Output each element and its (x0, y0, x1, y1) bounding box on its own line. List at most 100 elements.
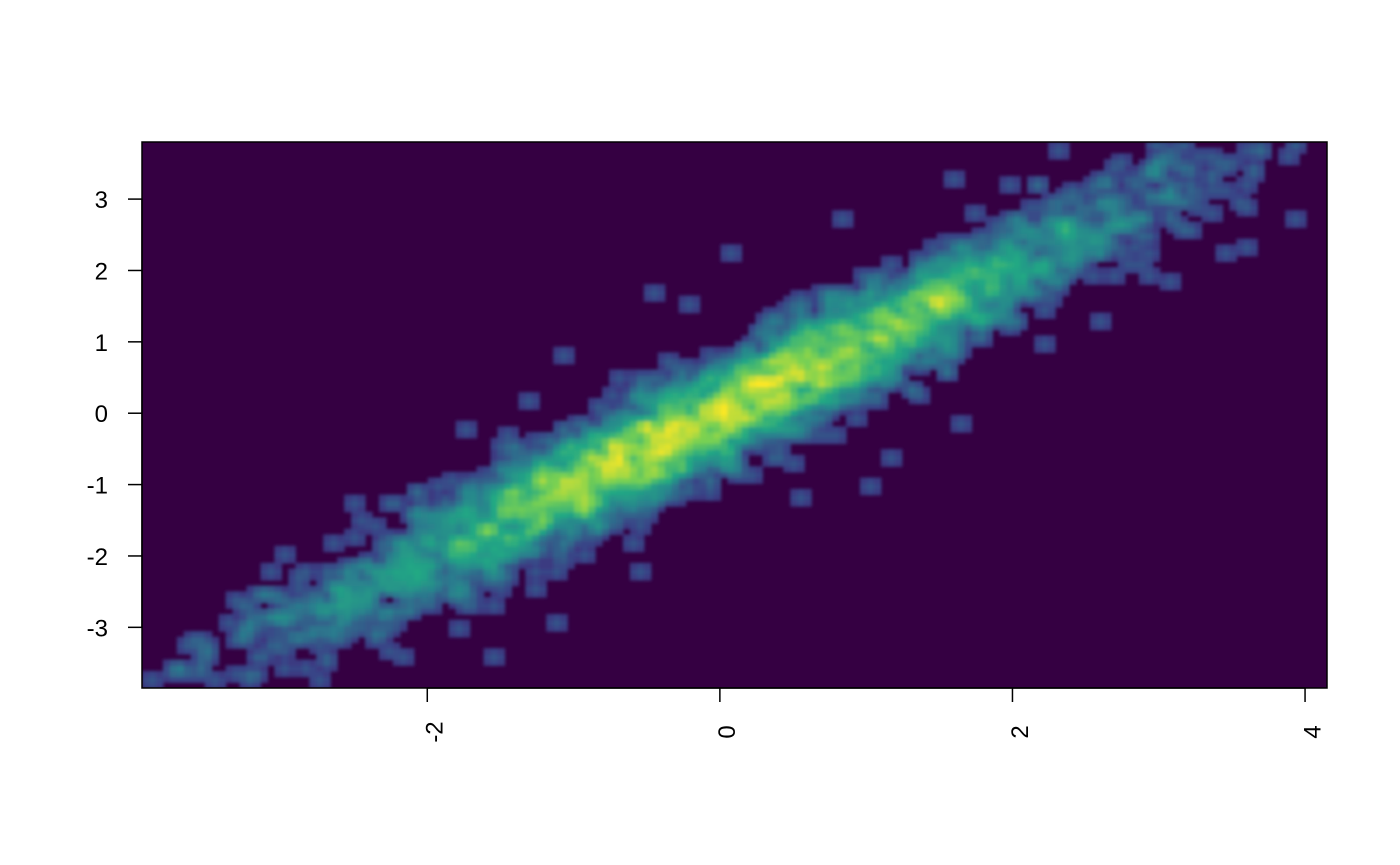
density-cell (720, 255, 729, 263)
density-cell (553, 443, 561, 450)
density-cell (211, 659, 220, 666)
density-cell (859, 352, 868, 359)
density-cell (1117, 278, 1126, 285)
density-cell (399, 608, 408, 615)
density-cell (1006, 272, 1014, 280)
density-cell (560, 523, 568, 530)
density-cell (1145, 250, 1154, 257)
density-cell (1152, 153, 1161, 160)
density-cell (769, 403, 777, 410)
density-cell (483, 551, 492, 558)
density-cell (595, 488, 603, 496)
density-cell (964, 272, 973, 280)
density-cell (1152, 267, 1161, 274)
density-cell (797, 432, 805, 439)
density-cell (1180, 215, 1189, 223)
density-cell (1124, 164, 1133, 172)
density-cell (943, 306, 952, 314)
density-cell (581, 460, 589, 467)
density-cell (643, 403, 652, 410)
density-cell (490, 585, 499, 592)
density-cell (504, 449, 513, 456)
density-cell (943, 255, 952, 263)
density-cell (1208, 204, 1217, 211)
density-cell (678, 454, 687, 462)
density-cell (455, 568, 464, 575)
density-cell (1110, 193, 1119, 200)
density-cell (1103, 193, 1112, 200)
density-cell (839, 409, 847, 416)
density-cell (553, 551, 561, 558)
density-cell (776, 346, 784, 354)
density-cell (957, 312, 966, 319)
density-cell (365, 551, 373, 558)
density-cell (344, 642, 352, 649)
density-cell (267, 562, 276, 570)
density-cell (664, 500, 673, 507)
density-cell (985, 215, 994, 223)
density-cell (1034, 250, 1042, 257)
density-cell (532, 511, 540, 518)
density-cell (1027, 250, 1035, 257)
density-cell (880, 272, 889, 280)
density-cell (859, 289, 868, 297)
density-cell (950, 369, 959, 376)
density-cell (539, 443, 547, 450)
density-cell (462, 540, 471, 547)
density-cell (497, 591, 506, 598)
density-cell (1229, 164, 1237, 172)
density-cell (462, 545, 471, 553)
density-cell (818, 335, 826, 342)
density-cell (274, 591, 283, 598)
density-cell (755, 449, 763, 456)
density-cell (1020, 295, 1028, 302)
density-cell (664, 380, 673, 388)
density-cell (190, 636, 199, 644)
density-cell (943, 329, 952, 336)
density-cell (971, 284, 980, 291)
density-cell (399, 574, 408, 581)
density-cell (692, 409, 701, 416)
density-cell (462, 420, 471, 427)
density-cell (783, 437, 791, 445)
density-cell (1069, 244, 1077, 251)
density-cell (574, 523, 582, 530)
density-cell (504, 483, 513, 490)
density-cell (706, 358, 715, 365)
density-cell (316, 591, 324, 598)
density-cell (1006, 221, 1014, 228)
density-cell (323, 653, 331, 661)
density-cell (832, 397, 840, 405)
density-cell (532, 523, 540, 530)
density-cell (176, 642, 185, 649)
density-cell (797, 415, 805, 422)
density-cell (455, 602, 464, 609)
density-cell (602, 409, 610, 416)
density-cell (1083, 204, 1091, 211)
density-cell (246, 670, 255, 678)
density-cell (399, 597, 408, 604)
density-cell (846, 215, 854, 223)
density-cell (602, 494, 610, 501)
density-cell (657, 454, 666, 462)
density-cell (1117, 255, 1126, 263)
density-cell (797, 403, 805, 410)
density-cell (288, 625, 296, 632)
density-cell (1236, 210, 1244, 217)
density-cell (706, 380, 715, 388)
density-cell (1096, 318, 1105, 325)
density-cell (699, 483, 708, 490)
density-cell (323, 545, 331, 553)
density-cell (657, 460, 666, 467)
density-cell (518, 454, 526, 462)
density-cell (713, 432, 722, 439)
density-cell (511, 488, 520, 496)
density-cell (811, 392, 819, 399)
density-cell (372, 568, 380, 575)
density-cell (1145, 159, 1154, 166)
density-cell (1194, 233, 1203, 240)
density-cell (1229, 187, 1237, 194)
density-cell (685, 437, 694, 445)
density-cell (762, 352, 770, 359)
density-cell (894, 272, 903, 280)
